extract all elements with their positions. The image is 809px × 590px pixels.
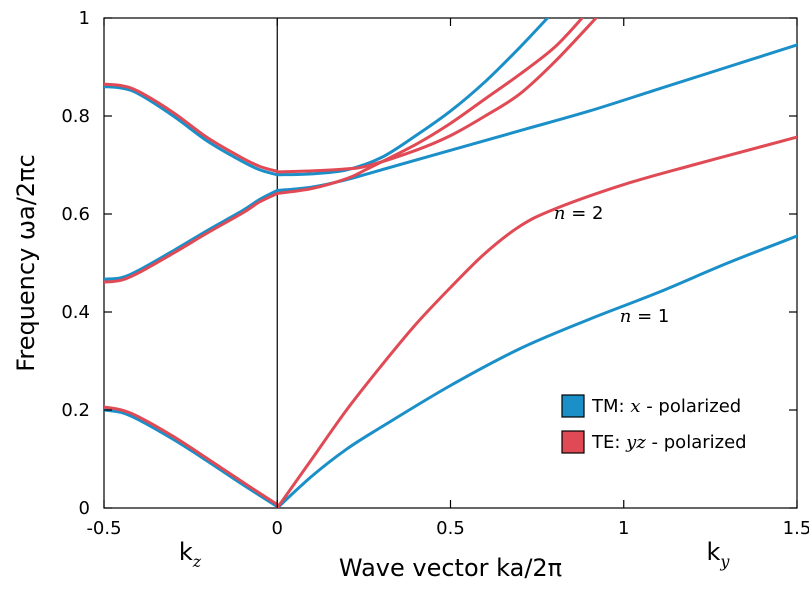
band-index-label: n = 1 [620,306,670,327]
band-curve-te-10 [275,18,598,174]
ky-axis-label: ky [707,538,731,571]
y-tick-label: 0.4 [61,302,90,323]
y-tick-label: 1 [79,8,90,29]
legend-label: TM: x - polarized [591,396,741,417]
y-tick-label: 0.8 [61,106,90,127]
legend-swatch [561,394,585,418]
y-tick-label: 0.6 [61,204,90,225]
x-tick-label: 0 [272,518,283,539]
legend-swatch [561,430,585,454]
axis-sublabels: kz ky [179,538,731,571]
x-tick-label: -0.5 [86,518,121,539]
axis-ticks: -0.5 0 0.5 1 1.500.20.40.60.81 [61,8,809,539]
y-tick-label: 0.2 [61,400,90,421]
band-curve-te-9 [275,18,584,195]
band-curve-tm-5 [104,85,279,177]
legend: TM: x - polarized TE: yz - polarized [561,394,747,454]
x-tick-label: 1.5 [783,518,809,539]
x-tick-label: 0.5 [436,518,465,539]
band-curve-te-6 [104,82,279,173]
band-curve-tm-1 [104,408,279,508]
band-curve-tm-11 [275,234,797,508]
y-tick-label: 0 [79,498,90,519]
band-curve-te-12 [275,135,797,508]
y-axis-title: Frequency ωa/2πc [12,154,40,371]
band-curve-tm-8 [275,18,550,177]
x-tick-label: 1 [618,518,629,539]
kz-axis-label: kz [179,538,202,571]
band-curves [104,18,797,508]
band-index-label: n = 2 [554,203,604,224]
band-curve-tm-3 [104,188,279,281]
legend-label: TE: yz - polarized [591,432,747,453]
band-curve-te-4 [104,191,279,284]
band-curve-te-2 [104,405,279,507]
x-axis-title: Wave vector ka/2π [339,554,562,582]
curve-annotations: n = 2 n = 1 [554,203,669,327]
